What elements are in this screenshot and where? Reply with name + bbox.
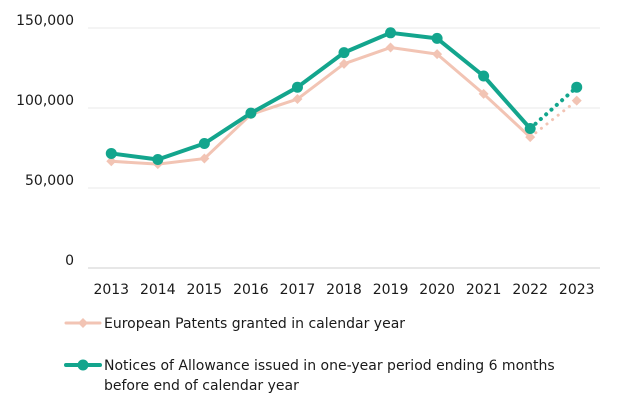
data-point [524, 122, 536, 134]
data-point [385, 27, 397, 39]
data-point [105, 147, 117, 159]
data-point [478, 88, 489, 99]
legend-label-granted: European Patents granted in calendar yea… [104, 316, 405, 332]
y-tick-label: 150,000 [16, 13, 74, 29]
legend-marker-granted [78, 318, 88, 328]
x-tick-label: 2022 [512, 282, 548, 298]
data-point [152, 154, 164, 166]
gridlines [88, 27, 600, 269]
x-tick-label: 2013 [93, 282, 129, 298]
data-point [385, 42, 396, 53]
series-projection-0 [528, 99, 579, 139]
x-tick-label: 2019 [373, 282, 409, 298]
y-tick-label: 0 [65, 253, 74, 269]
series-line-1 [109, 30, 533, 162]
legend-label-allowance-line1: Notices of Allowance issued in one-year … [104, 358, 555, 374]
x-axis-ticks: 2013 2014 2015 2016 2017 2018 2019 2020 2021 2022… [93, 282, 594, 298]
x-tick-label: 2020 [419, 282, 455, 298]
data-point [431, 32, 443, 44]
series-line-0 [109, 46, 532, 166]
x-tick-label: 2017 [280, 282, 316, 298]
x-tick-label: 2023 [559, 282, 595, 298]
x-tick-label: 2021 [466, 282, 502, 298]
data-point [339, 58, 349, 69]
data-point [478, 70, 490, 82]
y-tick-label: 100,000 [16, 93, 74, 109]
data-point [199, 153, 210, 164]
y-axis-ticks: 0 50,000 100,000 150,000 [16, 13, 74, 269]
legend-label-allowance-line2: before end of calendar year [104, 378, 299, 394]
legend-label-allowance: Notices of Allowance issued in one-year … [104, 358, 559, 394]
x-tick-label: 2018 [326, 282, 362, 298]
series-lines [105, 27, 583, 170]
data-point [198, 138, 210, 150]
data-point [291, 81, 303, 93]
data-point [571, 95, 582, 106]
data-point [525, 132, 536, 143]
data-point [338, 47, 350, 59]
data-point [571, 81, 583, 93]
x-tick-label: 2015 [187, 282, 223, 298]
data-point [245, 107, 257, 119]
y-tick-label: 50,000 [25, 173, 74, 189]
x-tick-label: 2016 [233, 282, 269, 298]
data-point [432, 49, 443, 60]
data-point [106, 156, 117, 167]
legend-entry-allowance: Notices of Allowance issued in one-year … [64, 358, 559, 394]
x-tick-label: 2014 [140, 282, 176, 298]
legend-entry-granted: European Patents granted in calendar yea… [64, 316, 405, 332]
legend-marker-allowance [77, 359, 89, 371]
legend: European Patents granted in calendar yea… [64, 316, 559, 394]
data-point [292, 94, 303, 105]
series-1 [105, 27, 583, 166]
